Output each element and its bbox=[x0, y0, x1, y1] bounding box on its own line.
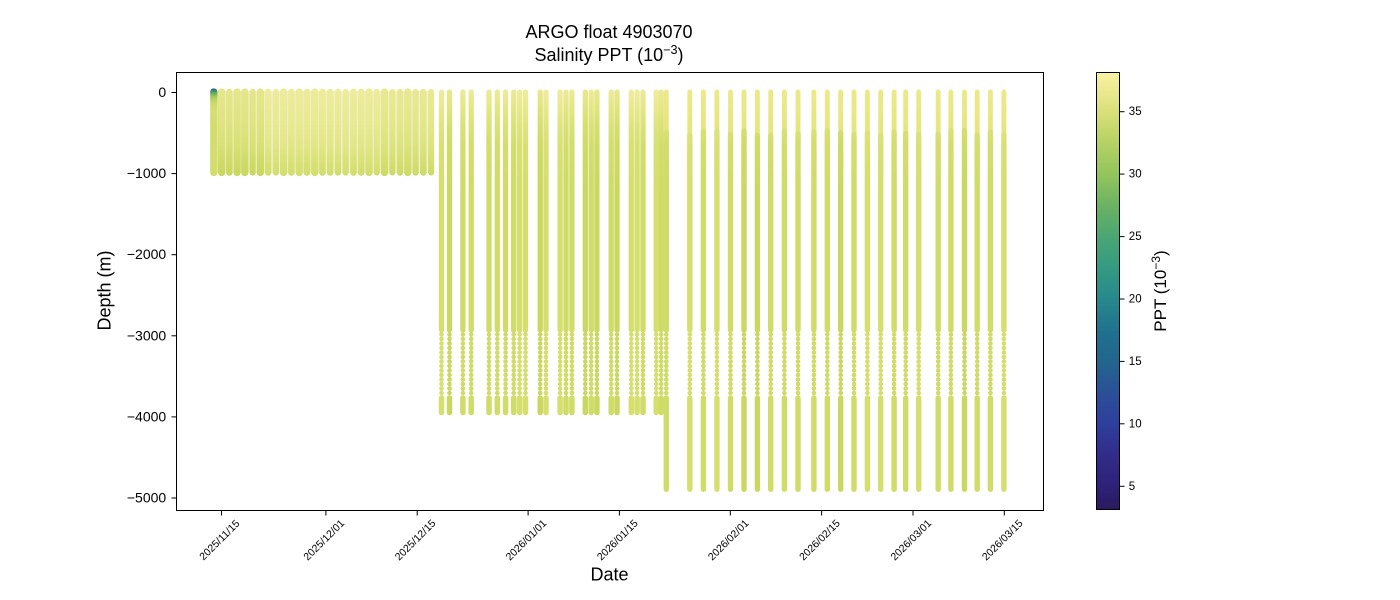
svg-text:25: 25 bbox=[1129, 231, 1142, 243]
svg-text:35: 35 bbox=[1129, 106, 1142, 118]
svg-text:−1000: −1000 bbox=[127, 165, 167, 181]
svg-text:−3000: −3000 bbox=[127, 327, 167, 343]
svg-text:Depth (m): Depth (m) bbox=[94, 250, 114, 330]
svg-text:0: 0 bbox=[158, 84, 166, 100]
svg-text:Salinity PPT (10−3): Salinity PPT (10−3) bbox=[534, 43, 683, 65]
svg-text:−2000: −2000 bbox=[127, 246, 167, 262]
svg-text:−5000: −5000 bbox=[127, 490, 167, 506]
svg-text:10: 10 bbox=[1129, 418, 1142, 430]
svg-text:20: 20 bbox=[1129, 294, 1142, 306]
svg-text:−4000: −4000 bbox=[127, 408, 167, 424]
svg-text:ARGO float 4903070: ARGO float 4903070 bbox=[525, 22, 692, 42]
svg-text:30: 30 bbox=[1129, 169, 1142, 181]
svg-text:PPT (10−3): PPT (10−3) bbox=[1149, 250, 1170, 331]
svg-text:15: 15 bbox=[1129, 356, 1142, 368]
svg-text:5: 5 bbox=[1129, 481, 1135, 493]
svg-text:Date: Date bbox=[590, 564, 628, 584]
